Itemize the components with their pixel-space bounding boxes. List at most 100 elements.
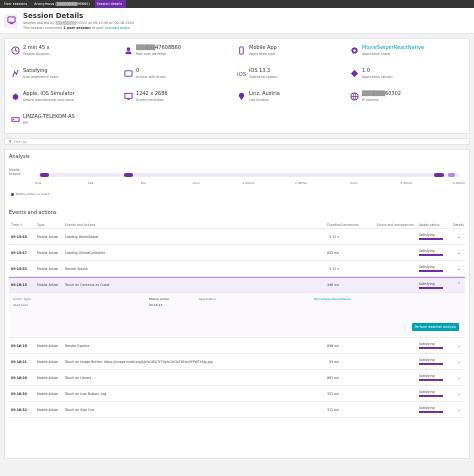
row-time: 09:15:47 [11,250,27,255]
action-detail-panel: Action Type Mobile Action Start time 09:… [9,293,465,338]
timeline-action-dot[interactable] [433,173,445,177]
filter-bar[interactable]: Filter by [4,138,470,145]
row-type: Mobile Action [37,343,59,348]
kpi-label: Real user identifier [136,52,167,56]
detail-start-time: 09:16:15 [149,303,163,307]
events-title: Events and actions [9,210,57,216]
chevron-down-icon[interactable]: ⌄ [456,374,462,381]
breadcrumb-anonymous-user[interactable]: Anonymous (▒▒▒▒▒▒▒▒9B660) [34,2,90,6]
events-table: Time ↑ Type Events and Actions Duration Conv… [9,221,465,418]
detail-start-time-label: Start time [13,303,29,307]
column-header[interactable]: Conversion [341,222,359,227]
timeline-action-dot[interactable] [124,173,133,177]
row-time: 09:16:15 [11,283,27,287]
user-identifier: ▒▒▒▒▒▒▒▒9B660 [55,20,88,25]
kpi-isp: LINZAG-TELEKOM-AS ISP [11,114,124,131]
chevron-down-icon[interactable]: ⌄ [456,249,462,256]
column-header[interactable]: Time ↑ [11,222,23,227]
row-action-name[interactable]: Render Splash [65,266,88,271]
chevron-down-icon[interactable]: ⌄ [456,406,462,413]
table-row[interactable]: 09:15:45 Mobile Action Loading MovieSwiper… [9,229,465,245]
column-header[interactable]: Errors and annoyances [377,222,414,227]
timeline-legend: Mobile action or event [11,192,50,196]
analysis-panel: Analysis Mobile actions 0ms 20s 40s 1min 1.2… [4,149,470,459]
app-icon [237,46,246,55]
table-row[interactable]: 09:16:32 Mobile Action Touch on Sign Out 31… [9,402,465,418]
clock-icon [11,46,20,55]
timeline-ticks: 0ms 20s 40s 1min 1.20min 1.40min 2min 2.20min 2.… [35,181,465,185]
detail-action-type: Mobile Action [149,297,170,301]
timeline-tick: 1min [192,181,200,185]
breadcrumb: User sessions Anonymous (▒▒▒▒▒▒▒▒9B660) … [0,0,474,8]
version-icon [350,69,359,78]
row-duration: 898 ms [327,343,339,348]
licensed-quota-link[interactable]: licensed quota [104,25,130,30]
chevron-down-icon[interactable]: ⌄ [456,233,462,240]
kpi-application-name[interactable]: MovieSwiperReactNative Application name [350,45,463,62]
apdex-bar [419,286,443,289]
page-title: Session Details [23,11,84,20]
apdex-bar [419,363,443,365]
waterfall-analysis-button[interactable]: Perform waterfall analysis [411,323,459,331]
row-action-name[interactable]: Touch on Library [65,375,92,380]
network-icon [350,92,359,101]
table-row[interactable]: 09:15:53 Mobile Action Render Splash 3.22 s… [9,261,465,277]
table-row[interactable]: 09:16:16 Mobile Action Render Explore 898 m… [9,338,465,354]
timeline-action-dot[interactable] [448,173,455,177]
row-apdex: Satisfying [419,265,453,272]
row-action-name[interactable]: Render Explore [65,343,90,348]
row-action-name[interactable]: Touch on Sign Out [65,407,94,412]
column-header[interactable]: Duration [327,222,341,227]
row-time: 09:16:30 [11,391,27,396]
table-row[interactable]: 09:16:30 Mobile Action Touch on Icon Butto… [9,386,465,402]
row-duration: 852 ms [327,250,339,255]
timeline-label: Mobile actions [9,168,21,176]
timeline-track[interactable] [38,173,459,177]
row-type: Mobile Action [37,407,59,412]
filter-placeholder: Filter by [14,139,27,144]
column-header[interactable]: Details [453,222,465,227]
timeline-tick: 20s [87,181,94,185]
row-type: Mobile Action [37,234,59,239]
row-action-name[interactable]: Loading UIViewController [65,250,106,255]
kpi-label: Application version [362,75,393,79]
row-action-name[interactable]: Touch on Image Button: https://image.tmd… [65,359,213,364]
apdex-bar [419,395,443,397]
started-prefix: Session started by [23,20,56,25]
chevron-down-icon[interactable]: ⌄ [456,265,462,272]
column-header[interactable]: Type [37,222,45,227]
timeline-action-dot[interactable] [40,173,49,177]
link-app-icon [350,46,359,55]
kpi-actions-with-errors: 0 Actions with errors [124,68,237,85]
timeline-tick: 2.40min [452,181,466,185]
chevron-up-icon[interactable]: ⌃ [456,282,462,288]
column-header[interactable]: Apdex rating [419,222,440,227]
row-action-name[interactable]: Touch on Icon Button: cog [65,391,107,396]
kpi-value[interactable]: MovieSwiperReactNative [362,45,425,51]
column-header[interactable]: Events and Actions [65,222,96,227]
smiley-icon [11,69,20,78]
breadcrumb-user-sessions[interactable]: User sessions [4,2,28,6]
table-row[interactable]: 09:16:15 Mobile Action Touch on Continue a… [9,277,465,293]
kpi-value: iOS 13.3 [249,68,271,74]
timeline-tick: 1.40min [294,181,308,185]
row-apdex: Satisfying [419,249,453,256]
row-action-name[interactable]: Loading MovieSwiper [65,234,99,239]
chevron-down-icon[interactable]: ⌄ [456,358,462,365]
started-suffix: at 09:15:40 on 02-18-2020 [87,20,135,25]
chevron-down-icon[interactable]: ⌄ [456,390,462,397]
chevron-down-icon[interactable]: ⌄ [456,342,462,349]
table-row[interactable]: 09:16:21 Mobile Action Touch on Image Butt… [9,354,465,370]
row-type: Mobile Action [37,391,59,396]
kpi-label: ISP [23,121,28,125]
kpi-value: 2 min 45 s [23,45,50,51]
detail-application-link[interactable]: MovieSwiperReactNative [314,297,352,301]
row-action-name[interactable]: Touch on Continue as Guest [65,283,110,287]
breadcrumb-session-details[interactable]: Session details [94,0,126,8]
timeline-tick: 2.20min [400,181,413,185]
user-icon [124,46,133,55]
row-time: 09:16:26 [11,375,27,380]
table-row[interactable]: 09:15:47 Mobile Action Loading UIViewContr… [9,245,465,261]
table-row[interactable]: 09:16:26 Mobile Action Touch on Library 863… [9,370,465,386]
kpi-value: LINZAG-TELEKOM-AS [23,114,75,120]
